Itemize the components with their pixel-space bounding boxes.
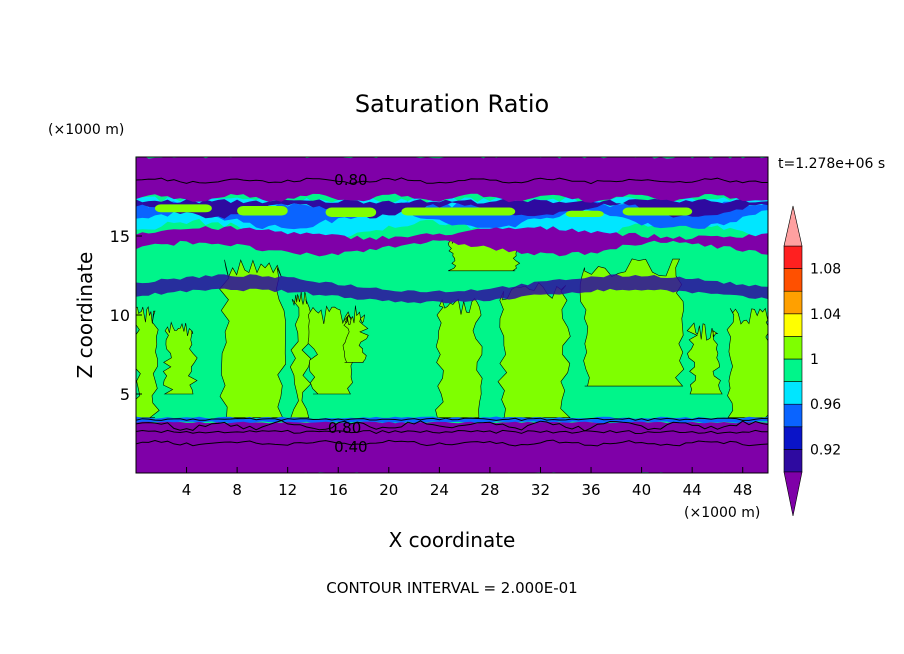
y-tick-label: 15	[110, 227, 130, 246]
supersaturated-region	[162, 321, 198, 395]
supersaturated-region	[686, 322, 723, 395]
colorbar-swatch	[783, 268, 803, 292]
chart-title: Saturation Ratio	[355, 90, 549, 118]
contour-line	[136, 439, 768, 447]
supersaturated-patch	[154, 204, 212, 213]
contour-line	[136, 420, 768, 432]
deep-blue-layer	[136, 198, 768, 219]
x-tick-label: 36	[581, 481, 600, 499]
supersaturated-patch	[565, 210, 604, 218]
colorbar: 0.92 0.96 1 1.04 1.08	[783, 205, 841, 517]
x-tick-label: 44	[683, 481, 702, 499]
colorbar-swatch	[783, 290, 803, 315]
x-tick-label: 8	[232, 481, 242, 499]
contour-line	[136, 429, 768, 435]
supersaturated-region	[342, 305, 369, 363]
colorbar-bottom-arrow	[783, 471, 803, 517]
colorbar-label: 1	[810, 352, 819, 368]
colorbar-top-arrow	[783, 205, 803, 247]
supersaturated-region	[726, 307, 768, 418]
x-tick-label: 20	[379, 481, 398, 499]
supersaturated-region	[136, 306, 160, 418]
colorbar-swatch	[783, 245, 803, 269]
colorbar-label: 0.96	[810, 397, 841, 413]
colorbar-swatch	[783, 426, 803, 450]
supersaturated-region	[435, 297, 483, 418]
y-unit-label: (×1000 m)	[48, 122, 124, 138]
contour-label: 0.80	[328, 419, 361, 437]
x-tick-label: 32	[531, 481, 550, 499]
contour-line	[136, 417, 768, 422]
x-unit-label: (×1000 m)	[684, 505, 760, 521]
dry-bottom-layer	[136, 421, 768, 473]
contour-field	[136, 157, 768, 473]
x-tick-label: 28	[480, 481, 499, 499]
x-tick-label: 24	[430, 481, 449, 499]
y-tick-label: 10	[110, 306, 130, 325]
colorbar-label: 0.92	[810, 442, 841, 458]
supersaturated-patch	[401, 207, 516, 216]
dry-top-layer	[136, 157, 768, 203]
x-axis: 4 8 12 16 20 24 28 32 36 40 44 48	[182, 467, 752, 499]
colorbar-label: 1.08	[810, 262, 841, 278]
supersaturated-region	[497, 282, 571, 418]
colorbar-swatch	[783, 358, 803, 382]
contour-label: 0.40	[334, 438, 367, 456]
contour-interval-label: CONTOUR INTERVAL = 2.000E-01	[326, 579, 577, 597]
colorbar-swatch	[783, 336, 803, 360]
supersaturated-patch	[325, 207, 377, 218]
x-tick-label: 12	[278, 481, 297, 499]
supersaturated-patch	[622, 207, 693, 216]
colorbar-swatch	[783, 449, 803, 473]
supersaturated-region	[579, 258, 685, 387]
supersaturated-patch	[237, 205, 288, 216]
y-tick-label: 5	[120, 385, 130, 404]
contour-value-labels: 0.800.800.40	[328, 171, 368, 456]
dry-tongue-mid	[136, 274, 768, 304]
y-axis-title: Z coordinate	[73, 252, 97, 379]
colorbar-label: 1.04	[810, 307, 841, 323]
colorbar-swatch	[783, 381, 803, 405]
x-tick-label: 40	[632, 481, 651, 499]
colorbar-swatch	[783, 313, 803, 337]
y-axis: 5 10 15	[110, 227, 142, 404]
x-tick-label: 4	[182, 481, 192, 499]
x-tick-label: 48	[733, 481, 752, 499]
dry-tongue-upper	[136, 226, 768, 257]
contour-lines	[136, 177, 768, 447]
contour-label: 0.80	[334, 171, 367, 189]
x-tick-label: 16	[329, 481, 348, 499]
x-axis-title: X coordinate	[389, 528, 516, 552]
contour-line	[136, 177, 768, 185]
time-label: t=1.278e+06 s	[778, 156, 885, 172]
supersaturated-region	[289, 291, 312, 418]
colorbar-swatch	[783, 403, 803, 428]
